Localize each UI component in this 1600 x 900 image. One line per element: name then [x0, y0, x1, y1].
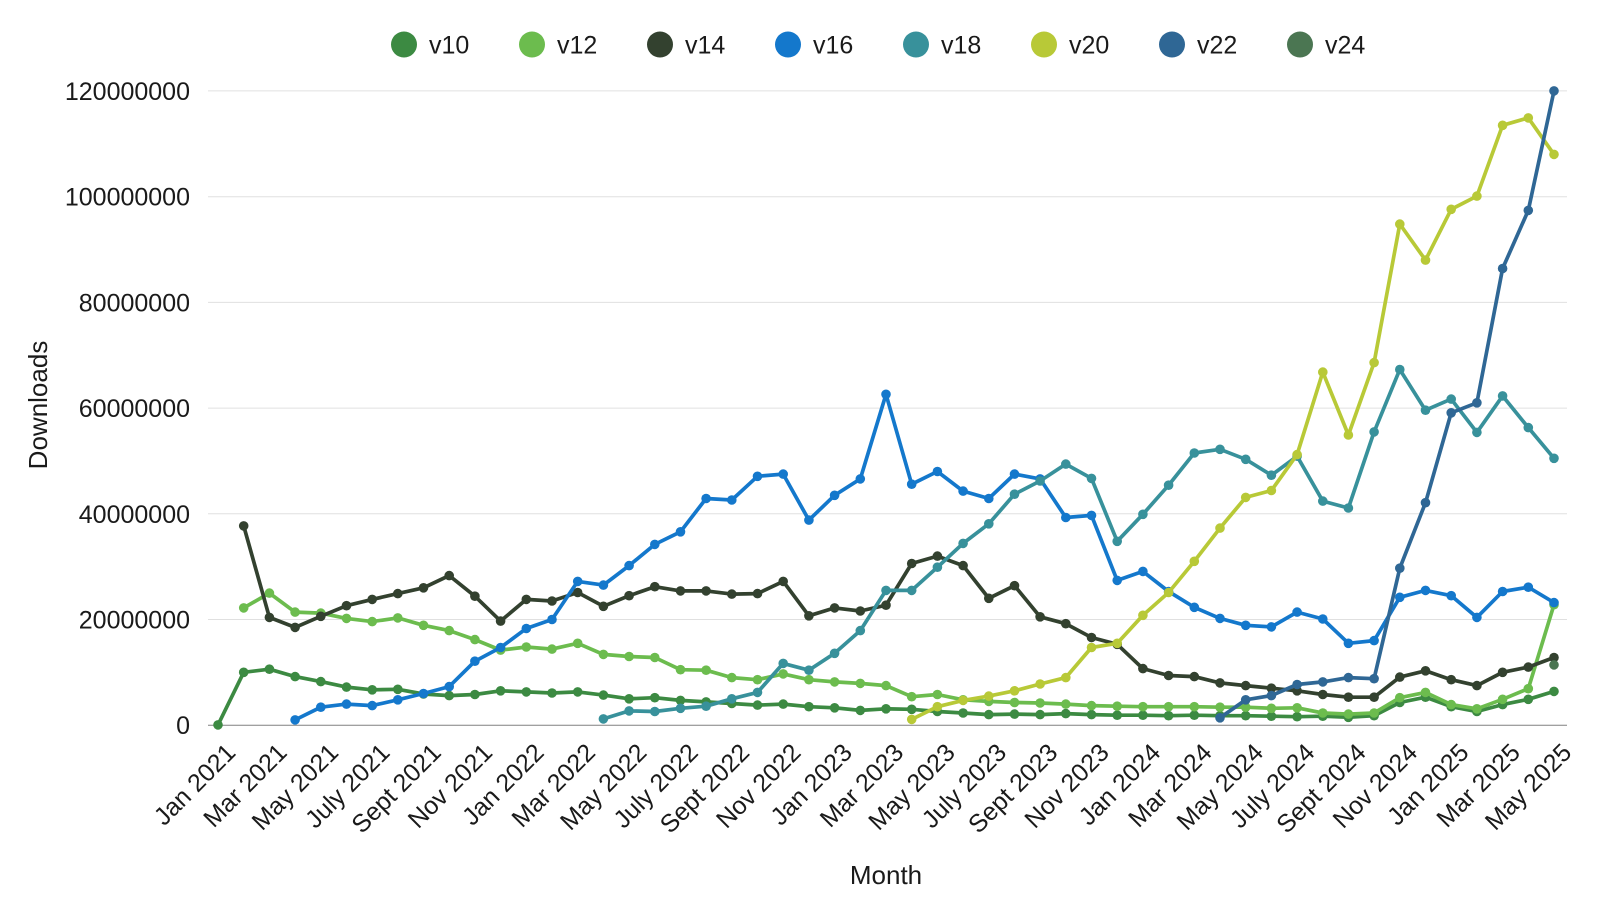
- svg-text:60000000: 60000000: [79, 395, 190, 423]
- svg-text:0: 0: [176, 712, 190, 740]
- svg-text:v20: v20: [1069, 32, 1109, 60]
- svg-text:v18: v18: [941, 32, 981, 60]
- svg-text:100000000: 100000000: [65, 184, 190, 212]
- svg-text:120000000: 120000000: [65, 78, 190, 106]
- svg-text:v12: v12: [557, 32, 597, 60]
- svg-text:v16: v16: [813, 32, 853, 60]
- svg-text:40000000: 40000000: [79, 501, 190, 529]
- svg-text:v14: v14: [685, 32, 725, 60]
- svg-text:20000000: 20000000: [79, 607, 190, 635]
- svg-text:80000000: 80000000: [79, 289, 190, 317]
- svg-text:Downloads: Downloads: [23, 341, 53, 470]
- svg-text:v10: v10: [429, 32, 469, 60]
- svg-text:v24: v24: [1325, 32, 1365, 60]
- svg-text:Month: Month: [850, 860, 922, 890]
- svg-text:v22: v22: [1197, 32, 1237, 60]
